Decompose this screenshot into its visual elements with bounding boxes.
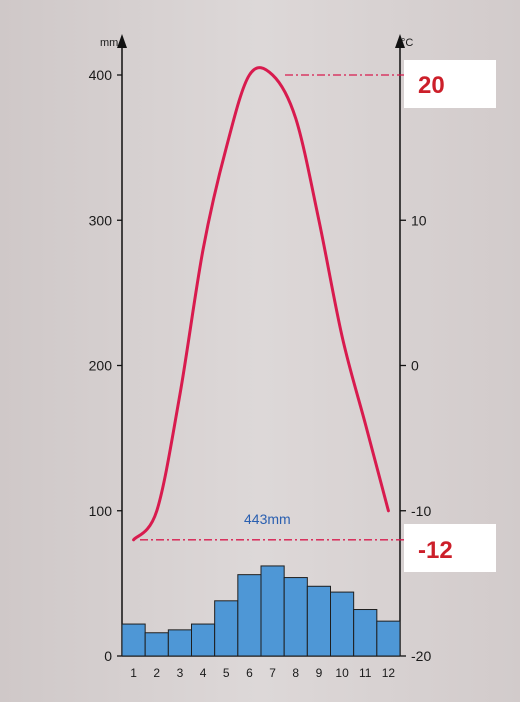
left-tick-label: 200 — [89, 358, 113, 374]
precipitation-bar — [167, 629, 192, 657]
min-callout-label: -12 — [418, 537, 453, 564]
month-label: 6 — [246, 666, 253, 680]
precipitation-bar — [260, 565, 285, 657]
left-tick-label: 100 — [89, 503, 113, 519]
max-callout-box — [404, 60, 496, 108]
month-label: 3 — [177, 666, 184, 680]
month-label: 11 — [359, 666, 372, 680]
right-tick-label: -20 — [411, 648, 431, 664]
right-axis-ticks: -20 -10 0 10 — [400, 212, 431, 664]
temperature-line — [132, 66, 390, 542]
month-label: 10 — [335, 666, 349, 680]
precipitation-bar — [376, 620, 401, 657]
precipitation-bar — [283, 577, 308, 657]
precipitation-bar — [306, 585, 332, 657]
precipitation-bar — [353, 609, 378, 657]
left-axis-unit: mm — [100, 37, 118, 49]
precipitation-bar — [144, 632, 169, 657]
left-tick-label: 400 — [89, 67, 113, 83]
month-label: 12 — [382, 666, 396, 680]
precipitation-bar — [237, 574, 262, 657]
left-axis-ticks: 0 100 200 300 400 — [89, 67, 122, 664]
right-axis-arrow — [395, 34, 405, 48]
precipitation-bars — [121, 565, 401, 657]
month-label: 1 — [130, 666, 137, 680]
right-tick-label: -10 — [411, 503, 431, 519]
month-label: 7 — [269, 666, 276, 680]
month-label: 8 — [292, 666, 299, 680]
min-callout-box — [404, 524, 496, 572]
precipitation-bar — [121, 623, 146, 657]
max-callout-label: 20 — [418, 72, 445, 99]
month-label: 2 — [153, 666, 160, 680]
precipitation-bar — [330, 591, 355, 657]
month-label: 5 — [223, 666, 230, 680]
left-axis-arrow — [117, 34, 127, 48]
right-tick-label: 10 — [411, 212, 427, 228]
precipitation-bar — [191, 623, 216, 657]
month-label: 4 — [200, 666, 207, 680]
right-tick-label: 0 — [411, 358, 419, 374]
left-tick-label: 0 — [104, 648, 112, 664]
month-label: 9 — [316, 666, 323, 680]
precipitation-bar — [214, 600, 239, 657]
month-labels: 1 2 3 4 5 6 7 8 9 10 11 12 — [130, 666, 395, 680]
total-precipitation-label: 443mm — [244, 511, 291, 527]
left-tick-label: 300 — [89, 212, 113, 228]
